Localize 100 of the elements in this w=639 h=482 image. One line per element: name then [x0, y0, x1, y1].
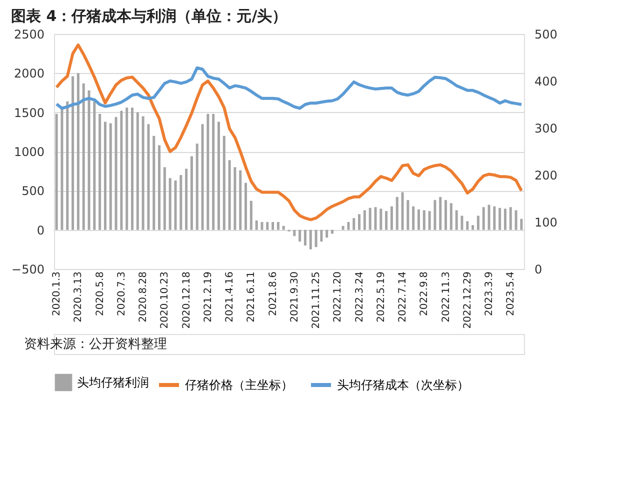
bar [66, 101, 69, 230]
bar [244, 182, 248, 230]
bar [309, 230, 312, 250]
bar [158, 145, 161, 230]
bar [460, 216, 464, 230]
bar [509, 207, 512, 230]
bar [120, 110, 123, 230]
bar [255, 220, 258, 230]
bar [396, 196, 398, 230]
bar [98, 114, 102, 230]
y2-tick-label: 400 [534, 74, 558, 88]
x-tick-label: 2020.10.23 [160, 272, 171, 329]
bar [412, 206, 415, 230]
x-tick-label: 2021.4.16 [224, 272, 236, 322]
y2-tick-label: 300 [534, 122, 558, 136]
bar [168, 178, 172, 230]
y-tick-label: 0 [36, 223, 44, 238]
bar [428, 211, 431, 230]
bar [272, 222, 274, 230]
x-tick-label: 2022.12.29 [462, 272, 474, 329]
y-tick-label: −500 [12, 262, 44, 276]
y-tick-label: 1500 [14, 106, 44, 120]
bar [298, 230, 302, 242]
bar [206, 114, 210, 230]
bar [422, 210, 426, 230]
x-tick-label: 2020.3.13 [73, 272, 84, 322]
x-tick-label: 2020.12.18 [181, 272, 192, 329]
bar [114, 117, 118, 230]
bar [434, 200, 436, 230]
x-tick-label: 2022.5.19 [376, 272, 387, 322]
bar [390, 206, 393, 230]
bar [217, 122, 220, 230]
bar [488, 204, 490, 230]
bar [228, 160, 231, 230]
y2-tick-label: 500 [534, 28, 558, 42]
bar [401, 192, 404, 230]
bar [347, 222, 350, 230]
line-series [55, 66, 523, 110]
bar [498, 208, 502, 230]
bar [493, 206, 496, 230]
bar [520, 218, 523, 230]
y-tick-label: 500 [22, 184, 44, 198]
bar [380, 208, 382, 230]
line-series [55, 43, 523, 222]
x-tick-label: 2023.3.9 [484, 272, 495, 316]
x-tick-label: 2021.2.19 [202, 272, 214, 322]
bar [444, 200, 448, 230]
bar [147, 124, 150, 230]
y-tick-label: 1000 [14, 145, 44, 159]
x-tick-label: 2020.1.3 [52, 272, 63, 316]
bar [126, 108, 128, 230]
bar [439, 196, 442, 230]
bar [406, 200, 410, 230]
bar [190, 156, 193, 230]
bar [342, 226, 344, 230]
bar [180, 175, 182, 230]
bar [212, 114, 215, 230]
x-tick-label: 2021.6.11 [246, 272, 258, 322]
bar [234, 167, 236, 230]
bar [374, 207, 377, 230]
bar [260, 222, 264, 230]
x-tick-label: 2022.9.8 [419, 272, 430, 316]
x-tick-label: 2022.3.24 [354, 272, 366, 322]
bar [185, 168, 188, 230]
bar [282, 226, 285, 230]
bar [109, 123, 112, 230]
legend-label: 头均仔猪成本（次坐标） [337, 378, 469, 392]
bar [304, 230, 306, 246]
x-tick-label: 2021.8.6 [268, 272, 279, 316]
bar [239, 170, 242, 230]
bar [93, 101, 96, 230]
bar [174, 180, 177, 230]
bar [314, 230, 318, 248]
bar [201, 124, 204, 230]
bar [417, 209, 420, 230]
bar [472, 225, 474, 230]
x-tick-label: 2021.11.25 [311, 272, 322, 329]
bar [455, 210, 458, 230]
bar [152, 136, 156, 230]
legend-label: 头均仔猪利润 [77, 376, 149, 390]
bar [196, 144, 198, 230]
bar [363, 210, 366, 230]
bar [76, 73, 80, 230]
bar [352, 218, 356, 230]
bar [466, 221, 469, 230]
bar [330, 230, 334, 234]
bar [482, 207, 485, 230]
bar [326, 230, 328, 238]
bar [276, 222, 280, 230]
bar [163, 167, 166, 230]
bar [104, 122, 106, 230]
y-tick-label: 2500 [14, 28, 44, 42]
y2-tick-label: 200 [534, 168, 558, 182]
bar [385, 211, 388, 230]
y2-tick-label: 0 [534, 262, 542, 276]
bar [88, 90, 90, 230]
bar [222, 136, 226, 230]
bar [82, 83, 85, 230]
x-tick-label: 2022.7.14 [398, 272, 409, 322]
bar [320, 230, 323, 242]
